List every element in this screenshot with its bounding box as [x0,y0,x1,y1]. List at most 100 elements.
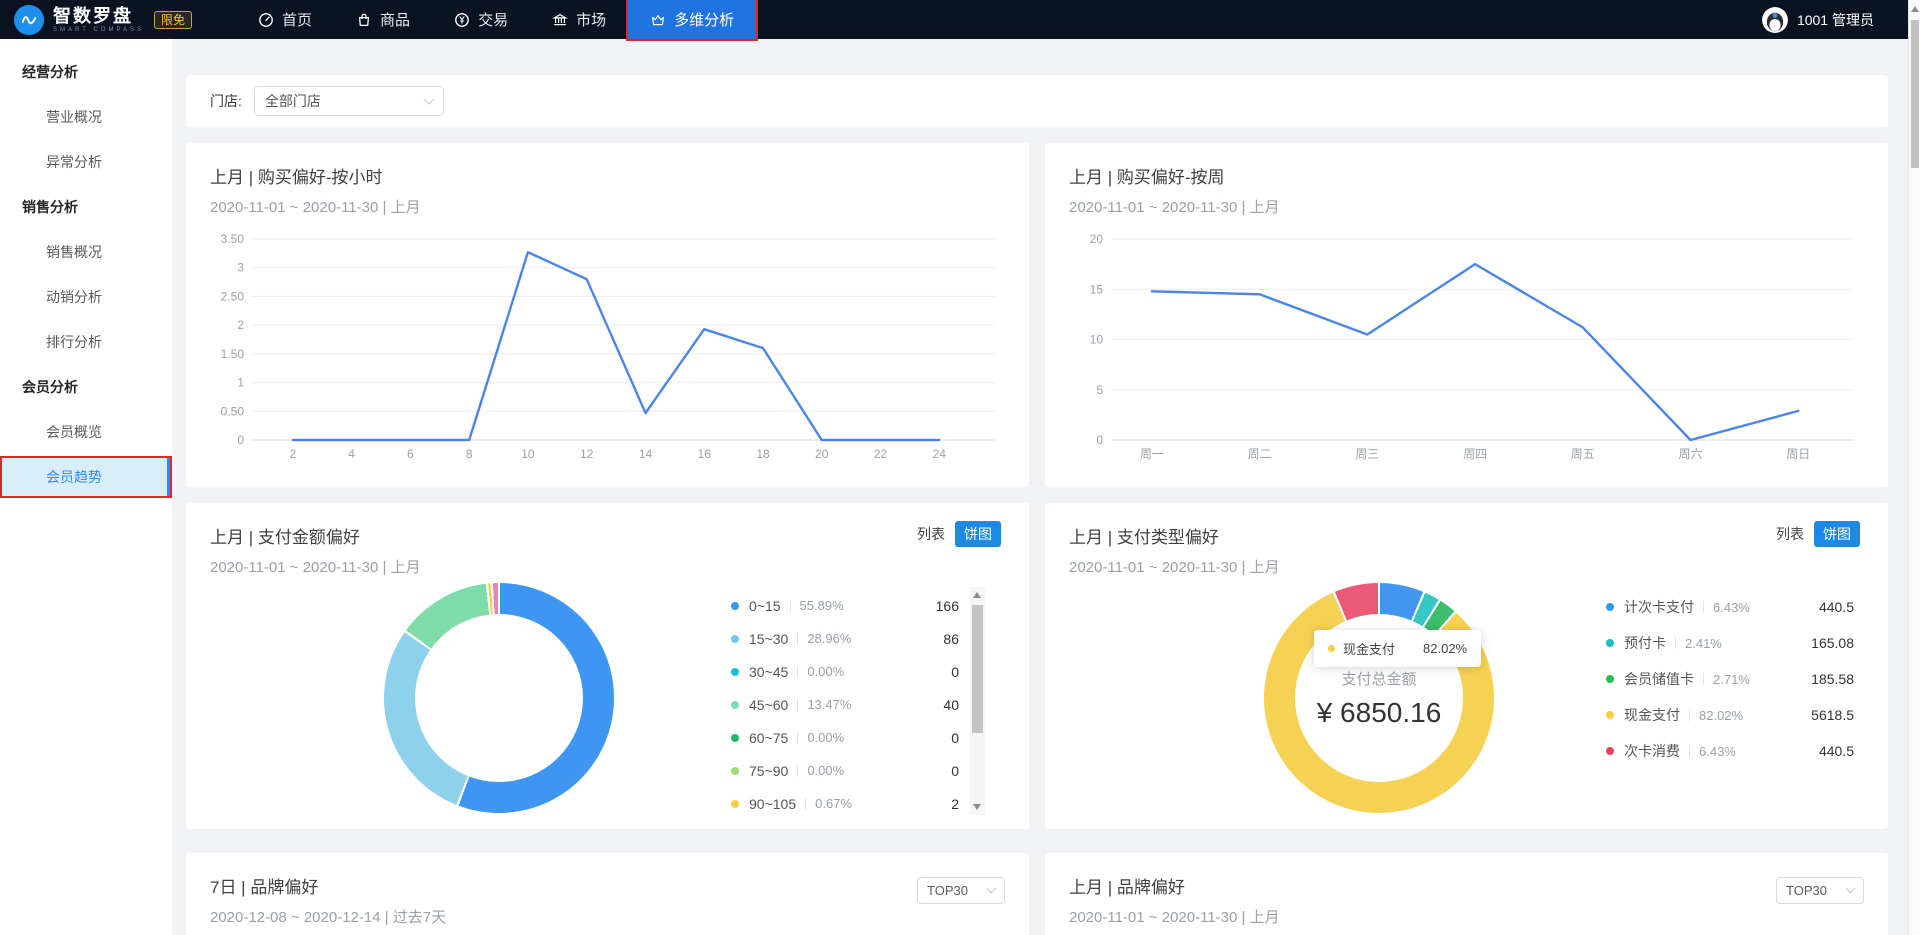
svg-text:0.50: 0.50 [221,404,245,418]
sidebar-item[interactable]: 异常分析 [46,154,102,170]
purchase-by-week-panel: 上月 | 购买偏好-按周 2020-11-01 ~ 2020-11-30 | 上… [1045,143,1888,487]
top-navbar: 智数罗盘 SMART COMPASS 限免 首页 商品 交易 市场 多维分析 1001 … [0,0,1908,41]
nav-item-label: 市场 [576,12,607,29]
legend-dot [1606,639,1614,647]
top30-select[interactable]: TOP30 [1776,877,1864,904]
purchase-by-hour-panel: 上月 | 购买偏好-按小时 2020-11-01 ~ 2020-11-30 | … [186,143,1029,487]
donut-center-label: 支付总金额 [1341,670,1417,688]
sidebar-item[interactable]: 动销分析 [46,289,102,305]
legend-dot [731,799,739,808]
store-filter-label: 门店: [210,93,242,109]
legend-percent: 6.43% [1699,743,1736,759]
legend-rows: 0~15 55.89% 166 15~30 28.96% 86 30~45 0.00% 0 45~… [731,589,959,820]
scrollbar-thumb[interactable] [1911,20,1919,168]
sidebar-item[interactable]: 会员概览 [46,424,102,440]
legend-item[interactable]: 75~90 0.00% 0 [731,754,959,787]
sidebar-group-title-2: 销售分析 [22,199,78,215]
legend-label: 90~105 [749,795,797,812]
legend-item[interactable]: 60~75 0.00% 0 [731,721,959,754]
legend-item[interactable]: 次卡消费 6.43% 440.5 [1606,733,1854,769]
list-view-button[interactable]: 列表 [1776,526,1804,542]
nav-item-4[interactable]: 市场 [530,0,628,39]
legend-value: 440.5 [1818,599,1854,615]
svg-text:2: 2 [237,318,244,332]
legend-value: 5618.5 [1811,707,1854,723]
legend-item[interactable]: 预付卡 2.41% 165.08 [1606,625,1854,661]
svg-text:周三: 周三 [1355,447,1379,461]
scroll-down-icon[interactable] [973,804,981,810]
panel-subtitle: 2020-12-08 ~ 2020-12-14 | 过去7天 [210,909,447,926]
top30-value: TOP30 [1786,883,1827,898]
sidebar-item[interactable]: 营业概况 [46,109,102,125]
legend-label: 会员储值卡 [1624,671,1694,687]
pie-view-button[interactable]: 饼图 [955,521,1001,547]
store-select[interactable]: 全部门店 [253,86,444,116]
svg-text:2.50: 2.50 [221,289,245,303]
sidebar: 经营分析 营业概况 异常分析 销售分析 销售概况 动销分析 排行分析 会员分析 会员概览 会员趋势 [0,39,172,935]
svg-text:0: 0 [1096,433,1103,447]
chevron-down-icon [986,883,997,894]
payment-amount-donut[interactable] [384,583,614,813]
sidebar-item[interactable]: 销售概况 [46,244,102,260]
svg-text:0: 0 [237,433,244,447]
legend-dot [1606,675,1614,683]
svg-text:20: 20 [815,447,829,461]
logo-icon [14,4,44,35]
brand-logo[interactable]: 智数罗盘 SMART COMPASS 限免 [14,4,193,35]
nav-item-3[interactable]: 交易 [432,0,530,39]
legend-item[interactable]: 会员储值卡 2.71% 185.58 [1606,661,1854,697]
store-filter-bar: 门店: 全部门店 [186,75,1888,127]
legend-item[interactable]: 30~45 0.00% 0 [731,655,959,688]
sidebar-item[interactable]: 会员趋势 [0,456,172,498]
top30-select[interactable]: TOP30 [917,877,1005,904]
legend-dot [731,634,739,643]
svg-text:8: 8 [466,447,473,461]
svg-text:15: 15 [1090,282,1104,296]
legend-item[interactable]: 计次卡支付 6.43% 440.5 [1606,589,1854,625]
charts-row-2: 上月 | 支付金额偏好 2020-11-01 ~ 2020-11-30 | 上月… [186,503,1888,829]
svg-text:1.50: 1.50 [221,347,245,361]
nav-item-1[interactable]: 首页 [236,0,334,39]
legend-item[interactable]: 15~30 28.96% 86 [731,622,959,655]
sidebar-item[interactable]: 排行分析 [46,334,102,350]
brand-month-panel: 上月 | 品牌偏好 2020-11-01 ~ 2020-11-30 | 上月 T… [1045,853,1888,935]
tooltip-label: 现金支付 [1343,642,1396,657]
legend-label: 15~30 [749,630,789,647]
legend-percent: 0.67% [815,796,852,811]
payment-amount-panel: 上月 | 支付金额偏好 2020-11-01 ~ 2020-11-30 | 上月… [186,503,1029,829]
legend-scrollbar[interactable] [970,587,985,815]
svg-text:10: 10 [521,447,535,461]
main-content: 门店: 全部门店 上月 | 购买偏好-按小时 2020-11-01 ~ 2020… [172,39,1908,935]
crown-icon [650,12,666,28]
legend-item[interactable]: 45~60 13.47% 40 [731,688,959,721]
legend-rows: 计次卡支付 6.43% 440.5 预付卡 2.41% 165.08 会员储值卡 2.71% 1… [1606,589,1854,769]
legend-item[interactable]: 0~15 55.89% 166 [731,589,959,622]
scrollbar-thumb[interactable] [972,605,983,733]
legend-value: 0 [951,729,959,746]
svg-text:16: 16 [698,447,712,461]
nav-item-5[interactable]: 多维分析 [626,0,759,41]
page-scrollbar[interactable] [1908,0,1920,935]
scroll-up-icon[interactable] [1911,6,1919,12]
svg-text:3: 3 [237,261,244,275]
user-account[interactable]: 1001 管理员 [1761,6,1874,33]
svg-text:10: 10 [1090,333,1104,347]
legend-item[interactable]: 90~105 0.67% 2 [731,787,959,820]
legend-value: 86 [943,630,959,647]
legend-item[interactable]: 现金支付 82.02% 5618.5 [1606,697,1854,733]
legend-dot [731,700,739,709]
legend-percent: 2.71% [1713,671,1750,687]
line-chart-svg: 0 5 10 15 20 周一 周二 周三 周四 周五 周六 周日 [1090,232,1854,461]
donut-center-value: ¥ 6850.16 [1316,696,1442,728]
payment-type-donut[interactable]: 支付总金额 ¥ 6850.16 现金支付 82.02% [1264,583,1494,813]
legend-label: 45~60 [749,696,789,713]
list-view-button[interactable]: 列表 [917,526,945,542]
week-line-chart: 0 5 10 15 20 周一 周二 周三 周四 周五 周六 周日 [1069,229,1864,464]
legend-dot [731,733,739,742]
legend-label: 次卡消费 [1624,743,1680,759]
pie-view-button[interactable]: 饼图 [1814,521,1860,547]
scroll-up-icon[interactable] [973,592,981,598]
nav-item-label: 交易 [478,12,509,29]
legend-label: 预付卡 [1624,635,1666,651]
nav-item-2[interactable]: 商品 [334,0,432,39]
